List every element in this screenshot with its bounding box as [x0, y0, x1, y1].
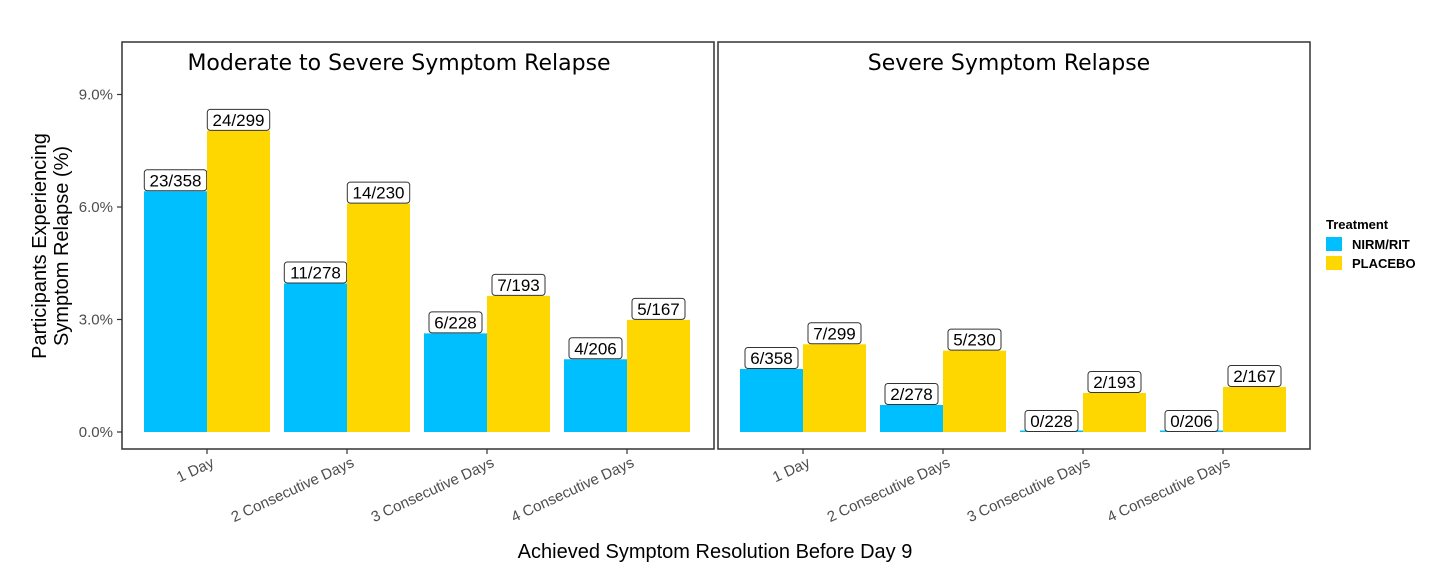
bar: [880, 405, 943, 432]
legend: Treatment NIRM/RIT PLACEBO: [1326, 217, 1416, 271]
bars: 23/358 24/299 11/278 14/230 6/228 7/193 4/206 5…: [143, 108, 1286, 432]
bar: [627, 319, 690, 432]
y-axis: 0.0% 3.0% 6.0% 9.0%: [79, 87, 122, 441]
data-label: 11/278: [290, 264, 341, 283]
data-label: 5/230: [953, 331, 996, 350]
data-label: 0/206: [1170, 412, 1213, 431]
bar: [487, 295, 550, 432]
data-label-box: [346, 181, 411, 204]
data-label-box: [283, 261, 348, 284]
panel-title-right: Severe Symptom Relapse: [868, 51, 1150, 76]
bar: [1083, 393, 1146, 432]
bar: [564, 359, 627, 432]
data-label-box: [631, 297, 686, 320]
bar: [424, 333, 487, 432]
bar: [347, 203, 410, 432]
data-label-box: [1227, 365, 1282, 387]
x-axis-ticks: 1 Day 2 Consecutive Days 3 Consecutive Day…: [174, 449, 1233, 526]
bar: [943, 350, 1006, 432]
data-label: 2/278: [890, 385, 933, 404]
x-tick-label: 4 Consecutive Days: [1105, 454, 1233, 526]
data-label-box: [568, 337, 623, 360]
data-label-box: [1164, 410, 1219, 432]
y-tick-label: 6.0%: [79, 199, 113, 216]
x-tick-label: 3 Consecutive Days: [965, 454, 1093, 526]
data-label-box: [947, 328, 1002, 351]
data-label: 6/228: [434, 313, 477, 332]
y-axis-label: Participants Experiencing Symptom Relaps…: [29, 133, 73, 359]
x-tick-label: 3 Consecutive Days: [369, 454, 497, 526]
y-tick-label: 0.0%: [79, 424, 113, 441]
data-label-box: [744, 347, 799, 369]
bar: [207, 130, 270, 432]
x-tick-label: 1 Day: [770, 454, 813, 486]
y-axis-label-line-2: Symptom Relapse (%): [51, 146, 73, 346]
bar: [1223, 387, 1286, 432]
data-label-box: [206, 108, 271, 131]
data-label: 4/206: [574, 339, 617, 358]
y-axis-label-line-1: Participants Experiencing: [29, 133, 51, 359]
data-label: 0/228: [1030, 412, 1073, 431]
x-tick-label: 2 Consecutive Days: [229, 454, 357, 526]
legend-label-placebo: PLACEBO: [1352, 256, 1416, 271]
data-label: 2/193: [1093, 373, 1136, 392]
y-tick-label: 9.0%: [79, 87, 113, 104]
data-label-box: [491, 273, 546, 296]
bar: [803, 344, 866, 432]
data-label: 24/299: [213, 111, 265, 130]
data-label: 7/193: [497, 276, 540, 295]
bar: [740, 369, 803, 432]
legend-swatch-nirm-rit: [1326, 237, 1342, 251]
data-label: 7/299: [813, 324, 856, 343]
y-tick-label: 3.0%: [79, 312, 113, 329]
panel-title-left: Moderate to Severe Symptom Relapse: [187, 51, 610, 76]
data-label: 6/358: [750, 349, 793, 368]
data-label-box: [428, 311, 483, 334]
legend-swatch-placebo: [1326, 256, 1342, 270]
data-label-box: [143, 169, 208, 192]
x-tick-label: 4 Consecutive Days: [509, 454, 637, 526]
legend-title: Treatment: [1326, 217, 1389, 232]
data-label: 5/167: [637, 300, 680, 319]
x-tick-label: 1 Day: [174, 454, 217, 486]
data-label: 14/230: [353, 184, 405, 203]
x-tick-label: 2 Consecutive Days: [825, 454, 953, 526]
data-label: 23/358: [150, 171, 202, 190]
data-label-box: [1024, 410, 1079, 432]
data-label: 2/167: [1233, 367, 1276, 386]
data-label-box: [807, 322, 862, 345]
bar: [144, 191, 207, 432]
data-label-box: [884, 383, 939, 405]
data-label-box: [1087, 371, 1142, 393]
bar: [284, 283, 347, 432]
x-axis-label: Achieved Symptom Resolution Before Day 9: [518, 541, 913, 563]
legend-label-nirm-rit: NIRM/RIT: [1352, 237, 1410, 252]
